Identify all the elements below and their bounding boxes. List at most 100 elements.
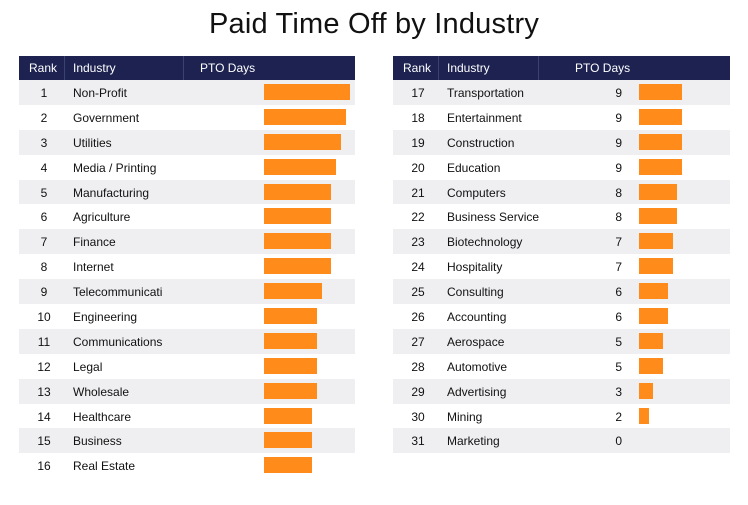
industry-cell: Aerospace — [447, 334, 505, 349]
table-row: 21 Computers 8 — [393, 179, 730, 205]
header-pto-days: PTO Days — [575, 61, 631, 75]
industry-cell: Agriculture — [73, 210, 131, 225]
pto-bar — [639, 84, 683, 100]
industry-cell: Education — [447, 160, 501, 175]
pto-bar — [264, 183, 332, 200]
pto-bar — [639, 208, 678, 225]
table-row: 25 Consulting 6 — [393, 279, 730, 305]
table-row: 31 Marketing 0 — [393, 428, 730, 454]
pto-bar — [639, 332, 663, 349]
rank-cell: 24 — [411, 260, 425, 275]
table-row: 12Legal11 — [19, 354, 355, 379]
table-row: 9Telecommunicati12 — [19, 279, 355, 305]
rank-cell: 14 — [37, 409, 51, 424]
pto-bar — [264, 283, 322, 300]
pto-bar — [264, 332, 317, 349]
table-row: 26 Accounting 6 — [393, 304, 730, 329]
rank-cell: 25 — [411, 285, 425, 300]
industry-cell: Automotive — [447, 359, 508, 374]
industry-cell: Media / Printing — [73, 160, 157, 175]
pto-days-cell: 6 — [615, 310, 622, 325]
rank-cell: 6 — [40, 210, 48, 225]
pto-bar — [639, 108, 683, 125]
rank-cell: 26 — [411, 310, 425, 325]
pto-bar — [264, 457, 312, 474]
rank-cell: 22 — [411, 210, 425, 225]
table-row: 23 Biotechnology 7 — [393, 229, 730, 255]
industry-cell: Wholesale — [73, 384, 130, 399]
table-row: 20 Education 9 — [393, 155, 730, 180]
table-row: 11Communications11 — [19, 328, 355, 354]
pto-bar — [264, 407, 312, 424]
pto-bar — [264, 158, 336, 175]
industry-cell: Healthcare — [73, 409, 132, 424]
pto-bar — [639, 407, 649, 424]
industry-cell: Computers — [447, 185, 506, 200]
pto-days-cell: 0 — [615, 434, 622, 449]
header-rank: Rank — [403, 61, 432, 75]
header-rank: Rank — [29, 61, 58, 75]
table-row: 19 Construction 9 — [393, 129, 730, 155]
pto-days-cell: 9 — [615, 135, 622, 150]
table-header: Rank Industry PTO Days — [393, 56, 730, 80]
header-pto-days: PTO Days — [200, 61, 256, 75]
pto-days-cell: 9 — [615, 110, 622, 125]
rank-cell: 21 — [411, 185, 425, 200]
table-header: Rank Industry PTO Days — [19, 56, 355, 80]
pto-days-cell: 7 — [615, 235, 622, 250]
pto-bar — [264, 108, 346, 125]
table-row: 17 Transportation 9 — [393, 80, 730, 105]
table-row: 3Utilities16 — [19, 129, 355, 155]
table-row: 8Internet14 — [19, 254, 355, 279]
rank-cell: 4 — [40, 160, 48, 175]
industry-cell: Transportation — [447, 86, 524, 100]
rank-cell: 3 — [40, 135, 48, 150]
pto-bar — [264, 382, 317, 399]
table-row: 27 Aerospace 5 — [393, 328, 730, 354]
industry-cell: Advertising — [447, 384, 507, 399]
industry-cell: Business Service — [447, 210, 540, 225]
industry-cell: Communications — [73, 334, 163, 349]
pto-bar — [264, 258, 332, 275]
rank-cell: 10 — [37, 310, 51, 325]
industry-cell: Finance — [73, 235, 116, 250]
table-row: 24 Hospitality 7 — [393, 254, 730, 279]
industry-cell: Telecommunicati — [73, 285, 163, 300]
industry-cell: Entertainment — [447, 110, 522, 125]
rank-cell: 5 — [40, 185, 48, 200]
rank-cell: 23 — [411, 235, 425, 250]
table-body: 17 Transportation 9 18 Entertainment 9 19 Const… — [393, 80, 730, 454]
pto-table-right: Rank Industry PTO Days 17 Transportation 9… — [393, 56, 730, 454]
header-industry: Industry — [73, 61, 116, 75]
pto-days-cell: 8 — [615, 210, 622, 225]
pto-bar — [264, 432, 312, 449]
table-row: 2Government17 — [19, 105, 355, 130]
rank-cell: 27 — [411, 334, 425, 349]
table-row: 5Manufacturing14 — [19, 179, 355, 205]
industry-cell: Utilities — [73, 135, 112, 150]
industry-cell: Mining — [447, 409, 483, 424]
rank-cell: 17 — [411, 86, 425, 100]
industry-cell: Non-Profit — [73, 86, 128, 100]
rank-cell: 18 — [411, 110, 425, 125]
pto-bar — [639, 308, 668, 325]
table-row: 18 Entertainment 9 — [393, 105, 730, 130]
rank-cell: 13 — [37, 384, 51, 399]
rank-cell: 30 — [411, 409, 425, 424]
rank-cell: 1 — [40, 86, 48, 100]
table-body: 1Non-Profit182Government173Utilities164M… — [19, 80, 355, 478]
pto-bar — [639, 133, 683, 150]
pto-bar — [264, 233, 332, 250]
industry-cell: Construction — [447, 135, 515, 150]
rank-cell: 7 — [40, 235, 48, 250]
rank-cell: 16 — [37, 459, 51, 474]
pto-bar — [639, 233, 673, 250]
pto-days-cell: 8 — [615, 185, 622, 200]
industry-cell: Engineering — [73, 310, 138, 325]
pto-bar — [264, 308, 317, 325]
pto-days-cell: 5 — [615, 359, 622, 374]
pto-bar — [639, 183, 678, 200]
